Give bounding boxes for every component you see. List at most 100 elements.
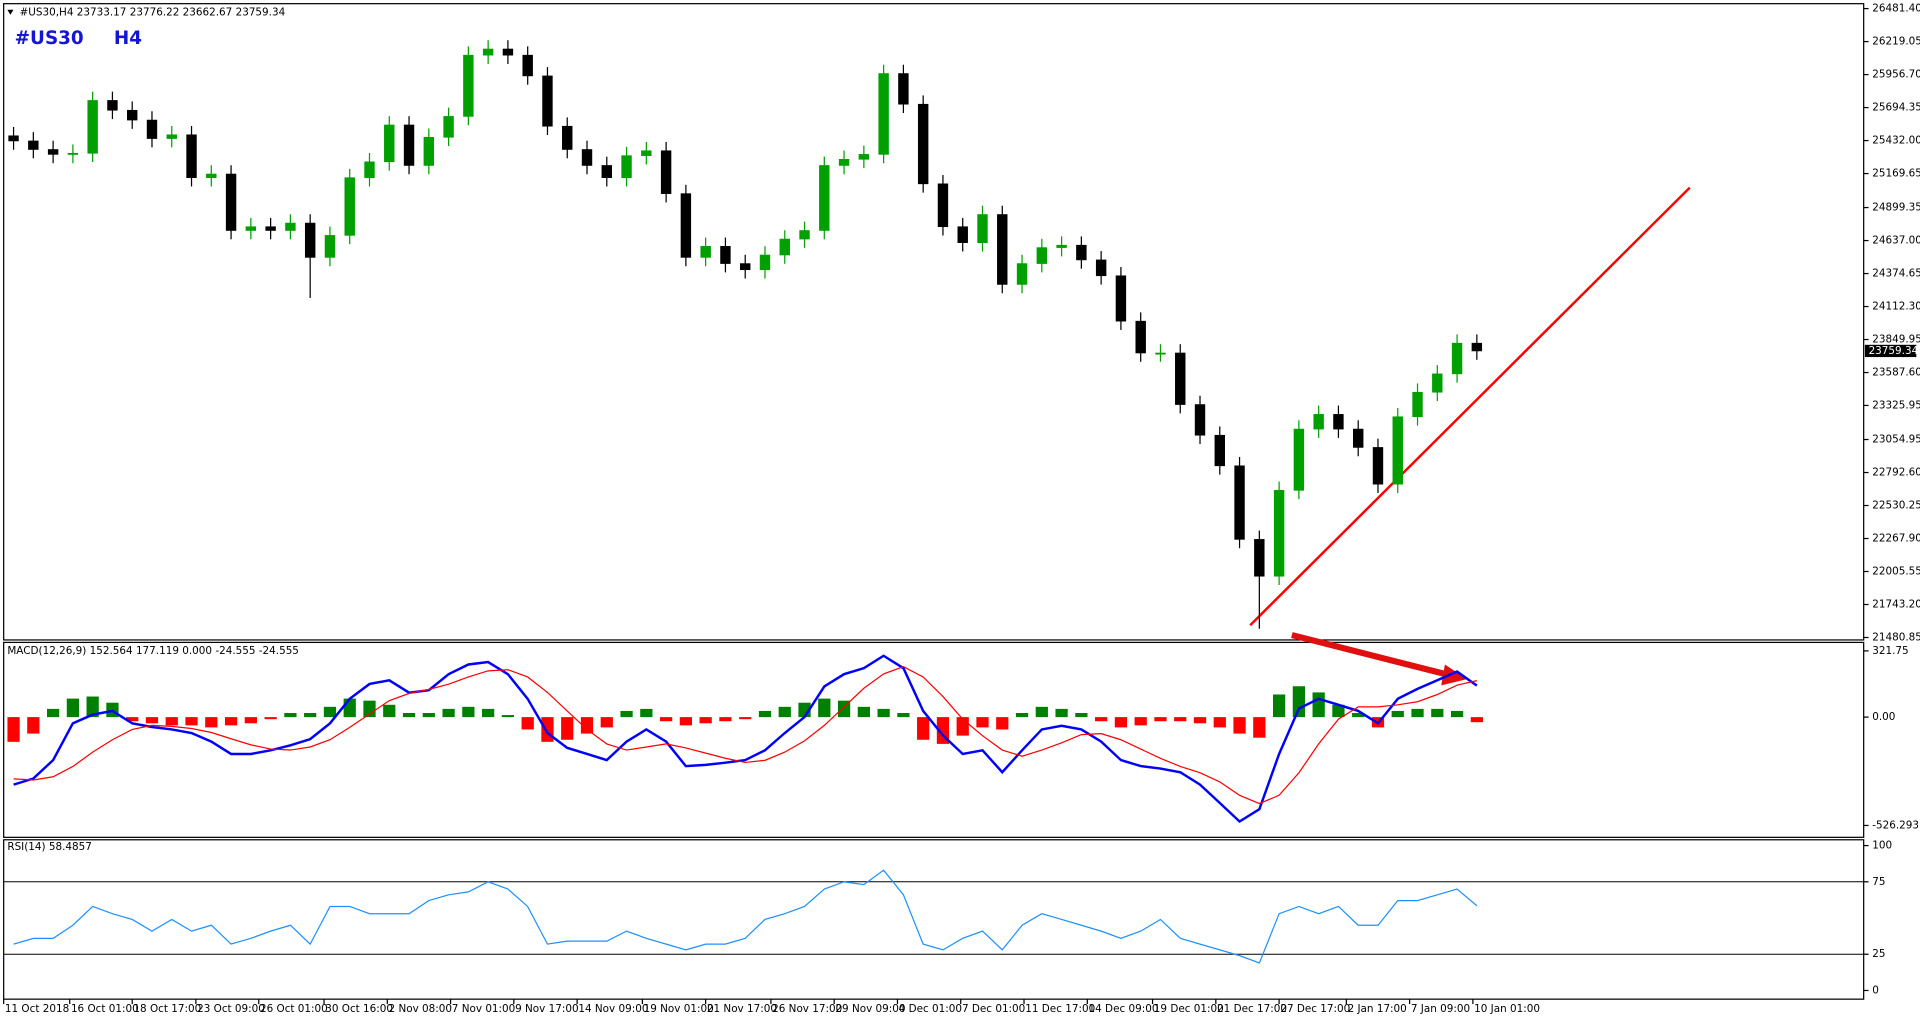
divergence-arrow[interactable] (1291, 632, 1467, 686)
x-tick-label: 19 Nov 01:00 (644, 1003, 714, 1015)
candle-body (1056, 244, 1067, 248)
histogram-bar (165, 717, 178, 726)
histogram-bar (205, 717, 218, 728)
histogram-bar (383, 704, 396, 718)
candle-body (186, 134, 197, 178)
arrow-shaft (1291, 632, 1452, 679)
candle-body (107, 100, 118, 111)
x-tick-label: 7 Dec 01:00 (962, 1003, 1025, 1015)
candle-body (364, 161, 375, 178)
candle-body (957, 226, 968, 243)
y-tick-label: 75 (1872, 876, 1885, 888)
histogram-bar (1213, 717, 1226, 728)
histogram-bar (719, 717, 732, 722)
histogram-bar (264, 717, 277, 720)
y-tick-label: 23054.95 (1872, 434, 1920, 446)
candle-body (1155, 352, 1166, 355)
histogram-bar (422, 713, 435, 718)
x-tick-label: 26 Oct 01:00 (260, 1003, 328, 1015)
y-tick-label: 25169.65 (1872, 168, 1920, 180)
candle-body (1451, 342, 1463, 375)
histogram-bar (561, 717, 574, 740)
candle-body (641, 150, 652, 156)
candle-body (997, 214, 1008, 285)
candle-body (285, 222, 296, 231)
x-tick-label: 19 Dec 01:00 (1154, 1003, 1224, 1015)
y-tick-label: 26481.40 (1872, 3, 1920, 15)
series-line (13, 666, 1477, 805)
macd-title: MACD(12,26,9) 152.564 177.119 0.000 -24.… (7, 645, 299, 657)
histogram-bar (1154, 717, 1167, 722)
histogram-bar (640, 708, 653, 718)
histogram-bar (501, 715, 515, 718)
price-label: 23759.34 (1869, 345, 1919, 357)
candle-body (1372, 447, 1384, 485)
histogram-bar (659, 717, 673, 722)
candle-body (819, 165, 830, 231)
candle-body (898, 73, 909, 105)
histogram-bar (304, 713, 317, 718)
x-tick-label: 18 Oct 17:00 (133, 1003, 201, 1015)
candle-body (1016, 263, 1028, 285)
histogram-bar (1352, 713, 1365, 718)
histogram-bar (126, 717, 139, 722)
candle-body (700, 246, 711, 258)
candle-body (621, 155, 632, 178)
histogram-bar (580, 717, 594, 734)
x-tick-label: 10 Jan 01:00 (1474, 1003, 1540, 1015)
histogram-bar (877, 708, 890, 718)
histogram-bar (996, 717, 1009, 730)
candle-body (463, 54, 474, 117)
candle-body (522, 54, 533, 77)
candle-body (1471, 342, 1483, 352)
candle-body (581, 149, 593, 166)
histogram-bar (699, 717, 712, 724)
x-tick-label: 11 Oct 2018 (5, 1003, 69, 1015)
candle-body (1194, 404, 1206, 436)
candle-body (324, 235, 336, 258)
y-tick-label: 25 (1872, 948, 1885, 960)
histogram-bar (1272, 694, 1286, 718)
candle-body (878, 73, 889, 155)
histogram-bar (857, 706, 870, 718)
candle-body (1234, 465, 1245, 540)
histogram-bar (482, 708, 495, 718)
candle-body (917, 103, 929, 185)
candle-body (660, 150, 672, 194)
histogram-bar (1193, 717, 1207, 724)
x-tick-label: 14 Nov 09:00 (578, 1003, 648, 1015)
histogram-bar (1411, 708, 1424, 718)
candle-body (1115, 275, 1127, 322)
histogram-bar (244, 717, 257, 724)
y-tick-label: 21480.85 (1872, 631, 1920, 643)
candle-body (1214, 434, 1225, 467)
menu-triangle[interactable] (7, 9, 14, 15)
histogram-bar (1095, 717, 1108, 722)
y-tick-label: 0 (1872, 984, 1879, 996)
histogram-bar (66, 698, 80, 718)
candle-body (680, 193, 692, 258)
histogram-bar (145, 717, 159, 724)
histogram-bar (224, 717, 238, 726)
y-tick-label: 24112.30 (1872, 301, 1920, 313)
histogram-bar (897, 713, 910, 718)
trend-line[interactable] (1249, 186, 1691, 627)
x-tick-label: 16 Oct 01:00 (71, 1003, 139, 1015)
candle-body (799, 230, 810, 240)
histogram-bar (1312, 692, 1325, 718)
y-tick-label: 321.75 (1872, 645, 1908, 657)
x-tick-label: 7 Nov 01:00 (452, 1003, 516, 1015)
histogram-bar (521, 717, 534, 730)
histogram-bar (600, 717, 613, 728)
histogram-bar (1233, 717, 1246, 734)
histogram-bar (284, 713, 297, 718)
histogram-bar (1391, 710, 1404, 718)
candle-body (344, 177, 355, 236)
main-panel (3, 3, 1865, 641)
y-tick-label: 100 (1872, 840, 1892, 852)
histogram-bar (1134, 717, 1147, 726)
histogram-bar (1114, 717, 1128, 728)
histogram-bar (27, 717, 40, 734)
x-tick-label: 27 Dec 17:00 (1280, 1003, 1350, 1015)
